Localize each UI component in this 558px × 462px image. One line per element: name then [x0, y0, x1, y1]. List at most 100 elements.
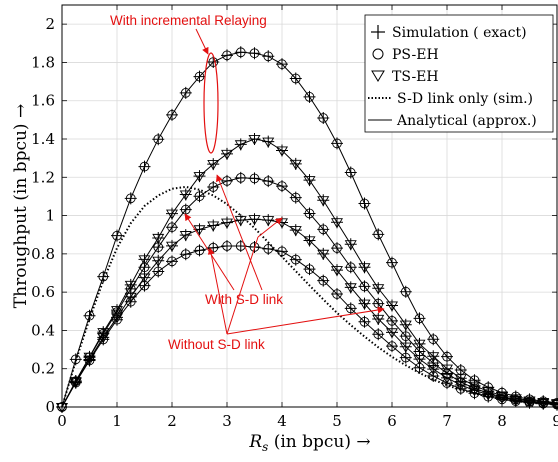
- data-point-plus: [317, 194, 330, 207]
- data-point-plus: [234, 171, 247, 184]
- x-tick-label: 4: [277, 412, 287, 430]
- data-point-plus: [193, 223, 206, 236]
- data-point-plus: [234, 138, 247, 151]
- data-point-plus: [166, 108, 178, 121]
- legend-label-simulation: Simulation ( exact): [392, 25, 527, 41]
- y-tick-label: 1.6: [31, 92, 55, 110]
- data-point-plus: [69, 376, 82, 389]
- x-tick-label: 3: [222, 412, 232, 430]
- annotation-incremental-ellipse: [203, 52, 219, 154]
- x-tick-label: 2: [167, 412, 177, 430]
- data-point-plus: [399, 285, 412, 298]
- data-point-plus: [289, 191, 302, 204]
- data-point-plus: [386, 340, 398, 353]
- data-point-plus: [234, 214, 247, 227]
- x-tick-label: 5: [332, 412, 342, 430]
- data-point-plus: [83, 309, 96, 322]
- annotation-without-sd: Without S-D link: [168, 337, 265, 352]
- legend-item-analytical: Analytical (approx.): [368, 113, 537, 129]
- data-point-plus: [111, 313, 123, 326]
- data-point-plus: [97, 270, 110, 283]
- y-tick-label: 1: [45, 207, 55, 225]
- data-point-plus: [482, 390, 495, 403]
- data-point-plus: [262, 50, 275, 63]
- data-point-plus: [358, 280, 371, 293]
- data-point-plus: [221, 147, 233, 160]
- y-axis-title: Throughput (in bpcu) →: [11, 104, 31, 308]
- plus-marker-icon: [371, 25, 385, 39]
- data-point-plus: [386, 256, 398, 269]
- marker-layer: [56, 46, 558, 414]
- data-point-plus: [372, 328, 385, 341]
- annotation-without-sd-line-a: [226, 236, 259, 335]
- data-point-plus: [289, 253, 302, 266]
- legend-label-ts-eh: TS-EH: [392, 69, 439, 85]
- data-point-plus: [248, 213, 261, 226]
- data-point-plus: [413, 361, 426, 374]
- data-point-plus: [262, 135, 275, 148]
- y-tick-label: 2: [45, 15, 55, 33]
- data-point-plus: [248, 172, 261, 185]
- data-point-plus: [193, 70, 206, 83]
- data-point-plus: [427, 369, 440, 382]
- data-point-plus: [413, 312, 426, 325]
- legend-label-analytical: Analytical (approx.): [396, 113, 537, 129]
- data-point-plus: [248, 133, 261, 145]
- data-point-plus: [331, 264, 343, 277]
- data-point-plus: [317, 111, 330, 124]
- legend-item-ps-eh: PS-EH: [372, 47, 439, 63]
- data-point-plus: [179, 86, 192, 99]
- data-point-plus: [152, 254, 165, 267]
- data-point-plus: [441, 377, 453, 390]
- triangle-down-marker-icon: [371, 70, 385, 82]
- x-tick-label: 9: [552, 412, 558, 430]
- annotation-sd-link: With S-D link: [205, 292, 283, 307]
- x-tick-label: 1: [112, 412, 122, 430]
- data-point-plus: [166, 221, 178, 234]
- data-point-plus: [138, 279, 151, 292]
- x-axis-title: Rs (in bpcu) →: [248, 432, 370, 454]
- data-point-plus: [166, 207, 178, 220]
- data-point-plus: [509, 395, 522, 408]
- data-point-plus: [331, 216, 343, 229]
- data-point-plus: [386, 299, 398, 312]
- data-point-plus: [372, 282, 385, 295]
- data-point-plus: [97, 333, 110, 346]
- data-point-plus: [303, 174, 316, 187]
- data-point-plus: [303, 207, 316, 220]
- data-point-plus: [276, 245, 288, 258]
- legend-label-ps-eh: PS-EH: [392, 47, 439, 63]
- tick-labels: 0 1 2 3 4 5 6 7 8 9 0 0.2 0.4 0.6 0.8 1 1.2 1.4 1.6 1.8 2: [31, 5, 558, 430]
- data-point-plus: [83, 354, 96, 367]
- data-point-plus: [234, 46, 247, 59]
- data-point-plus: [537, 397, 550, 410]
- circle-marker-icon: [372, 48, 384, 60]
- data-point-plus: [358, 297, 371, 310]
- data-point-plus: [193, 170, 206, 183]
- data-point-plus: [399, 330, 412, 343]
- data-point-plus: [289, 72, 302, 85]
- data-point-plus: [358, 261, 371, 274]
- data-point-plus: [179, 188, 192, 201]
- data-point-plus: [386, 314, 398, 327]
- annotation-incremental-arrow: [195, 28, 209, 55]
- annotation-incremental: With incremental Relaying: [110, 13, 267, 28]
- data-point-plus: [399, 351, 412, 364]
- data-point-plus: [358, 197, 371, 210]
- y-tick-label: 0.8: [31, 245, 55, 263]
- legend: Simulation ( exact) PS-EH TS-EH S-D link…: [364, 14, 554, 133]
- data-point-plus: [124, 295, 137, 308]
- data-point-plus: [207, 158, 220, 171]
- data-point-plus: [138, 261, 151, 274]
- legend-item-ts-eh: TS-EH: [371, 69, 439, 85]
- data-point-plus: [207, 56, 220, 69]
- annotation-without-sd-line-c: [257, 217, 283, 238]
- data-point-plus: [179, 248, 192, 261]
- data-point-plus: [152, 241, 165, 254]
- y-tick-label: 0.4: [31, 321, 55, 339]
- data-point-plus: [399, 318, 412, 331]
- x-tick-label: 8: [497, 412, 507, 430]
- data-point-plus: [331, 242, 343, 255]
- y-tick-label: 1.8: [31, 53, 55, 71]
- data-point-plus: [344, 261, 357, 274]
